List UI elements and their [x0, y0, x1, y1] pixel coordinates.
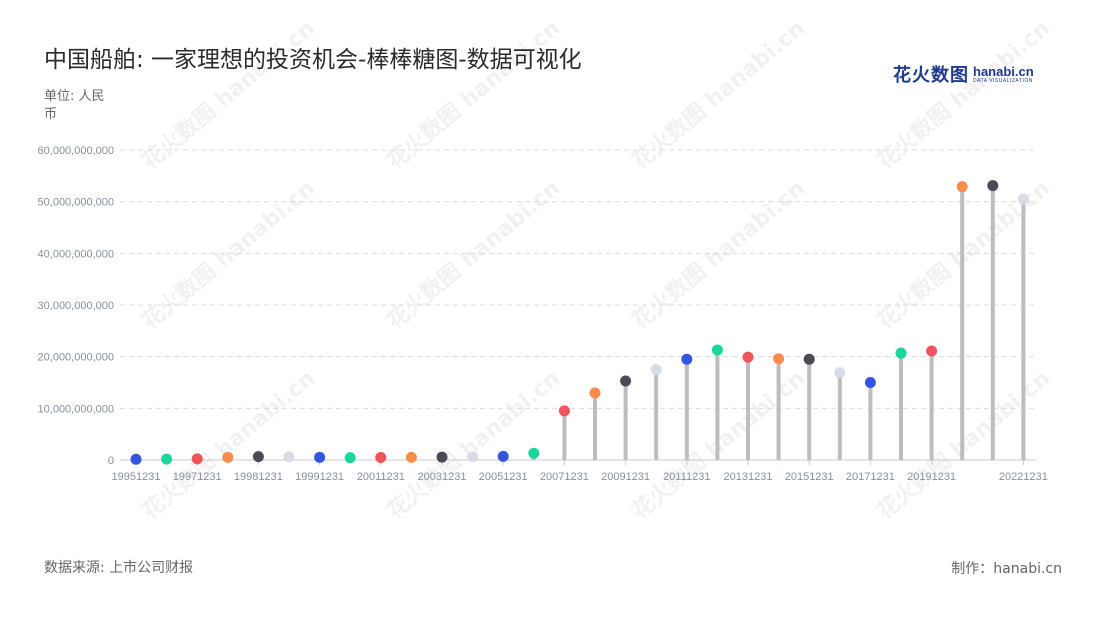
watermark-text: 花火数图 hanabi.cn: [137, 175, 320, 334]
lollipop-dot: [956, 181, 968, 193]
lollipop-dot: [130, 453, 142, 465]
y-tick-label: 30,000,000,000: [38, 300, 114, 312]
y-tick-label: 20,000,000,000: [38, 352, 114, 364]
y-tick-label: 10,000,000,000: [38, 403, 114, 415]
watermark-text: 花火数图 hanabi.cn: [382, 365, 565, 524]
lollipop-dot: [773, 353, 785, 365]
lollipop-dot: [405, 451, 417, 463]
watermark-text: 花火数图 hanabi.cn: [627, 15, 810, 174]
y-tick-label: 0: [108, 455, 114, 467]
chart-title: 中国船舶: 一家理想的投资机会-棒棒糖图-数据可视化: [44, 47, 582, 73]
logo-english-block: hanabi.cn DATA VISUALIZATION: [973, 65, 1034, 84]
lollipop-dot: [1017, 193, 1029, 205]
unit-label: 单位: 人民币: [44, 89, 105, 122]
lollipop-dot: [895, 347, 907, 359]
watermark-text: 花火数图 hanabi.cn: [137, 15, 320, 174]
lollipop-dot: [222, 451, 234, 463]
lollipop-dot: [161, 453, 173, 465]
x-tick-label: 19971231: [173, 471, 222, 483]
lollipop-dot: [436, 451, 448, 463]
x-tick-label: 19951231: [112, 471, 161, 483]
lollipop-dot: [528, 447, 540, 459]
x-tick-label: 20091231: [601, 471, 650, 483]
lollipop-dot: [803, 353, 815, 365]
lollipop-dot: [191, 453, 203, 465]
y-tick-label: 40,000,000,000: [38, 248, 114, 260]
lollipop-dot: [375, 452, 387, 464]
lollipop-dot: [681, 353, 693, 365]
lollipop-dot: [497, 450, 509, 462]
x-tick-label: 20011231: [357, 471, 405, 483]
x-tick-label: 20221231: [999, 471, 1048, 483]
watermark-text: 花火数图 hanabi.cn: [382, 15, 565, 174]
data-source: 数据来源: 上市公司财报: [44, 560, 194, 576]
x-tick-label: 20071231: [540, 471, 589, 483]
lollipop-dot: [650, 364, 662, 376]
lollipop-dot: [926, 345, 938, 357]
lollipop-dot: [864, 377, 876, 388]
lollipop-dot: [344, 452, 356, 464]
lollipop-dot: [589, 387, 601, 399]
lollipop-dot: [987, 180, 999, 192]
lollipop-dot: [711, 344, 723, 356]
x-tick-label: 20111231: [663, 471, 710, 483]
y-tick-label: 50,000,000,000: [38, 197, 114, 209]
logo-english-text: hanabi.cn: [973, 63, 1034, 79]
x-tick-label: 20191231: [907, 471, 956, 483]
watermark-text: 花火数图 hanabi.cn: [137, 365, 320, 524]
watermark-text: 花火数图 hanabi.cn: [627, 175, 810, 334]
lollipop-dot: [252, 451, 264, 463]
x-tick-label: 20051231: [479, 471, 528, 483]
x-tick-label: 19991231: [295, 471, 344, 483]
lollipop-dot: [467, 451, 479, 463]
y-tick-label: 60,000,000,000: [38, 145, 114, 157]
x-tick-label: 20151231: [785, 471, 834, 483]
logo-subtitle: DATA VISUALIZATION: [973, 77, 1033, 84]
lollipop-dot: [314, 451, 326, 463]
watermark-text: 花火数图 hanabi.cn: [382, 175, 565, 334]
x-tick-label: 19981231: [234, 471, 283, 483]
lollipop-dot: [834, 367, 846, 379]
watermark-text: 花火数图 hanabi.cn: [872, 15, 1055, 174]
lollipop-dot: [620, 375, 632, 387]
lollipop-dot: [558, 405, 570, 417]
lollipop-dot: [742, 351, 754, 363]
x-tick-label: 20031231: [418, 471, 467, 483]
logo-chinese-text: 花火数图: [893, 65, 969, 86]
x-tick-label: 20171231: [846, 471, 895, 483]
x-tick-label: 20131231: [724, 471, 773, 483]
lollipop-dot: [283, 451, 295, 463]
credit-text: 制作：hanabi.cn: [951, 561, 1062, 577]
brand-logo: 花火数图 hanabi.cn DATA VISUALIZATION: [893, 62, 1034, 87]
